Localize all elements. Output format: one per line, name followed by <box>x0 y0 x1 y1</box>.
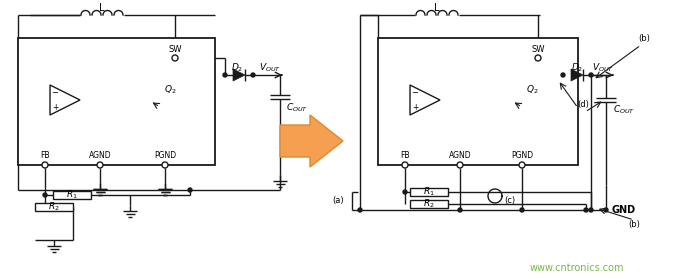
Text: AGND: AGND <box>449 151 471 160</box>
Bar <box>35 203 73 211</box>
Text: FB: FB <box>400 151 410 160</box>
Text: $V_{OUT}$: $V_{OUT}$ <box>592 62 614 74</box>
Text: GND: GND <box>612 205 636 215</box>
Text: PGND: PGND <box>154 151 176 160</box>
Circle shape <box>519 162 525 168</box>
Polygon shape <box>280 115 343 167</box>
Bar <box>18 38 215 165</box>
Text: $Q_2$: $Q_2$ <box>164 84 176 96</box>
Circle shape <box>604 208 608 212</box>
Bar <box>410 200 448 208</box>
Circle shape <box>561 73 565 77</box>
Text: $R_2$: $R_2$ <box>424 198 435 210</box>
Circle shape <box>584 208 588 212</box>
Polygon shape <box>571 69 583 81</box>
Text: FB: FB <box>41 151 50 160</box>
Circle shape <box>403 190 407 194</box>
Text: $D_2$: $D_2$ <box>570 62 583 74</box>
Text: $Q_2$: $Q_2$ <box>526 84 538 96</box>
Circle shape <box>535 55 541 61</box>
Circle shape <box>402 162 408 168</box>
Text: $D_2$: $D_2$ <box>231 62 243 74</box>
Circle shape <box>251 73 255 77</box>
Text: (d): (d) <box>577 100 589 109</box>
Circle shape <box>188 188 192 192</box>
Circle shape <box>458 208 462 212</box>
Text: $R_2$: $R_2$ <box>48 201 60 213</box>
Text: (b): (b) <box>638 33 650 42</box>
Circle shape <box>589 73 593 77</box>
Circle shape <box>162 162 168 168</box>
Circle shape <box>520 208 524 212</box>
Bar <box>53 191 91 199</box>
Text: $V_{OUT}$: $V_{OUT}$ <box>259 62 281 74</box>
Text: AGND: AGND <box>89 151 111 160</box>
Text: +: + <box>412 102 418 112</box>
Bar <box>410 188 448 196</box>
Text: $R_1$: $R_1$ <box>66 189 78 201</box>
Text: $C_{OUT}$: $C_{OUT}$ <box>286 102 308 114</box>
Text: −: − <box>52 88 59 97</box>
Text: PGND: PGND <box>511 151 533 160</box>
Text: +: + <box>52 102 58 112</box>
Text: L: L <box>99 3 105 13</box>
Circle shape <box>42 162 48 168</box>
Bar <box>378 38 578 165</box>
Text: (b): (b) <box>628 220 640 230</box>
Circle shape <box>589 208 593 212</box>
Polygon shape <box>233 69 245 81</box>
Text: (a): (a) <box>332 196 344 206</box>
Circle shape <box>97 162 103 168</box>
Text: −: − <box>412 88 419 97</box>
Text: L: L <box>434 3 440 13</box>
Circle shape <box>43 193 47 197</box>
Circle shape <box>223 73 227 77</box>
Text: $R_1$: $R_1$ <box>423 186 435 198</box>
Circle shape <box>457 162 463 168</box>
Text: www.cntronics.com: www.cntronics.com <box>530 263 624 273</box>
Circle shape <box>172 55 178 61</box>
Circle shape <box>358 208 362 212</box>
Text: (c): (c) <box>505 196 516 206</box>
Text: SW: SW <box>168 44 182 54</box>
Text: SW: SW <box>531 44 545 54</box>
Text: $C_{OUT}$: $C_{OUT}$ <box>613 104 635 116</box>
